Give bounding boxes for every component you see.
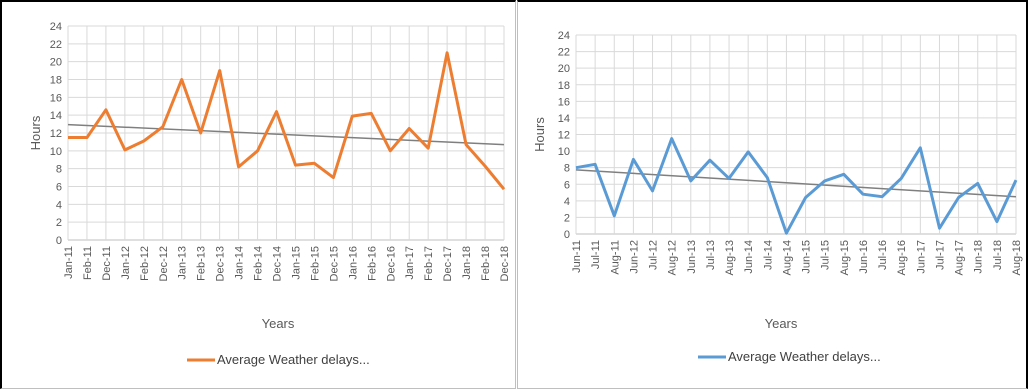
chart1-ytick-label: 24 [50, 21, 62, 33]
chart2-xtick-label: Jun-11 [571, 240, 583, 273]
chart1-xtick-label: Feb-18 [480, 246, 492, 281]
chart2-ytick-label: 24 [558, 30, 570, 42]
chart1-xtick-label: Dec-13 [215, 246, 227, 281]
chart1-xtick-label: Feb-16 [366, 246, 378, 281]
chart1-ytick-label: 4 [56, 199, 62, 211]
chart1-ytick-label: 6 [56, 182, 62, 194]
chart2-xtick-label: Jun-12 [628, 240, 640, 274]
chart2-xtick-label: Aug-17 [954, 240, 966, 275]
chart2-xtick-label: Jun-14 [743, 240, 755, 274]
chart1-ytick-label: 8 [56, 164, 62, 176]
chart1-xtick-label: Dec-12 [158, 246, 170, 281]
chart2-xtick-label: Jul-17 [934, 240, 946, 270]
chart2-x-axis-title: Years [765, 316, 798, 331]
chart2-legend-label: Average Weather delays... [728, 349, 881, 364]
chart1-ytick-label: 16 [50, 92, 62, 104]
chart1-ytick-label: 10 [50, 146, 62, 158]
chart1-ytick-label: 20 [50, 57, 62, 69]
chart2-xtick-label: Jul-15 [820, 240, 832, 270]
chart2-xtick-label: Aug-15 [839, 240, 851, 275]
chart1-xtick-label: Jan-14 [234, 246, 246, 280]
chart2-ytick-label: 10 [558, 146, 570, 158]
chart2-xtick-label: Aug-14 [781, 240, 793, 275]
chart1-xtick-label: Dec-17 [442, 246, 454, 281]
chart1-ytick-label: 14 [50, 110, 62, 122]
chart2-xtick-label: Aug-11 [609, 240, 621, 275]
chart-panel-right: 0 2 4 6 8 10 12 14 16 18 20 22 24 Jun-11 Jul-11 Aug-11 J… [517, 0, 1028, 389]
chart2-ytick-label: 18 [558, 80, 570, 92]
chart2-ytick-label: 8 [564, 163, 570, 175]
chart2-ytick-label: 12 [558, 130, 570, 142]
chart1-xtick-label: Feb-13 [196, 246, 208, 281]
chart1-xtick-label: Jan-16 [347, 246, 359, 280]
chart2-xtick-label: Jul-14 [762, 240, 774, 270]
chart-panel-left: 0 2 4 6 8 10 12 14 16 18 20 22 24 Jan-11 Feb-11 Dec-11 J… [0, 0, 516, 389]
chart2-ytick-label: 0 [564, 229, 570, 241]
chart2-ytick-label: 20 [558, 63, 570, 75]
chart1-xtick-label: Feb-12 [139, 246, 151, 281]
chart2-xtick-label: Jun-18 [973, 240, 985, 274]
chart1-xtick-label: Dec-18 [499, 246, 511, 281]
chart1-xtick-label: Feb-14 [253, 246, 265, 281]
chart1-y-axis-title: Hours [28, 115, 43, 150]
chart1-xtick-label: Feb-17 [423, 246, 435, 281]
chart1-ytick-label: 22 [50, 39, 62, 51]
chart2-xtick-label: Aug-12 [667, 240, 679, 275]
chart2-xtick-label: Jun-16 [858, 240, 870, 274]
chart1-xtick-label: Feb-11 [82, 246, 94, 280]
chart2-ytick-label: 22 [558, 47, 570, 59]
chart2-ytick-label: 4 [564, 196, 570, 208]
chart1-xtick-label: Dec-14 [272, 246, 284, 281]
chart2-xtick-label: Aug-18 [1011, 240, 1023, 275]
chart1-xtick-label: Feb-15 [309, 246, 321, 281]
chart2-xtick-label: Jun-17 [915, 240, 927, 274]
chart1-ytick-label: 12 [50, 128, 62, 140]
chart1-xtick-label: Dec-15 [328, 246, 340, 281]
chart2-ytick-label: 16 [558, 96, 570, 108]
chart1-ytick-label: 2 [56, 217, 62, 229]
chart2-series-line [575, 137, 1018, 235]
chart2-xtick-label: Aug-16 [896, 240, 908, 275]
chart1-xtick-label: Jan-13 [177, 246, 189, 280]
chart2-ytick-label: 2 [564, 212, 570, 224]
chart2-xtick-label: Jul-12 [648, 240, 660, 270]
chart1-xtick-label: Jan-11 [63, 246, 75, 279]
chart1-ytick-label: 18 [50, 75, 62, 87]
chart1-series-line [68, 51, 506, 191]
chart1-xtick-label: Jan-12 [120, 246, 132, 280]
chart2-ytick-label: 6 [564, 179, 570, 191]
chart2-xtick-label: Jul-18 [992, 240, 1004, 270]
chart2-xtick-label: Jul-16 [877, 240, 889, 270]
chart2-y-axis-title: Hours [532, 117, 547, 152]
chart1-xtick-label: Jan-18 [461, 246, 473, 280]
chart1-xtick-label: Jan-15 [290, 246, 302, 280]
chart2-xtick-label: Aug-13 [724, 240, 736, 275]
chart2-xtick-label: Jul-13 [705, 240, 717, 270]
chart1-x-axis-title: Years [262, 316, 295, 331]
chart1-xtick-label: Dec-16 [385, 246, 397, 281]
chart1-xtick-label: Dec-11 [101, 246, 113, 281]
chart2-xtick-label: Jun-13 [686, 240, 698, 274]
chart2-xtick-label: Jun-15 [801, 240, 813, 274]
chart2-ytick-label: 14 [558, 113, 570, 125]
chart1-legend-label: Average Weather delays... [217, 352, 370, 367]
chart2-trendline [575, 169, 1017, 198]
chart1-ytick-label: 0 [56, 235, 62, 247]
chart2-xtick-label: Jul-11 [590, 240, 602, 269]
chart1-xtick-label: Jan-17 [404, 246, 416, 280]
